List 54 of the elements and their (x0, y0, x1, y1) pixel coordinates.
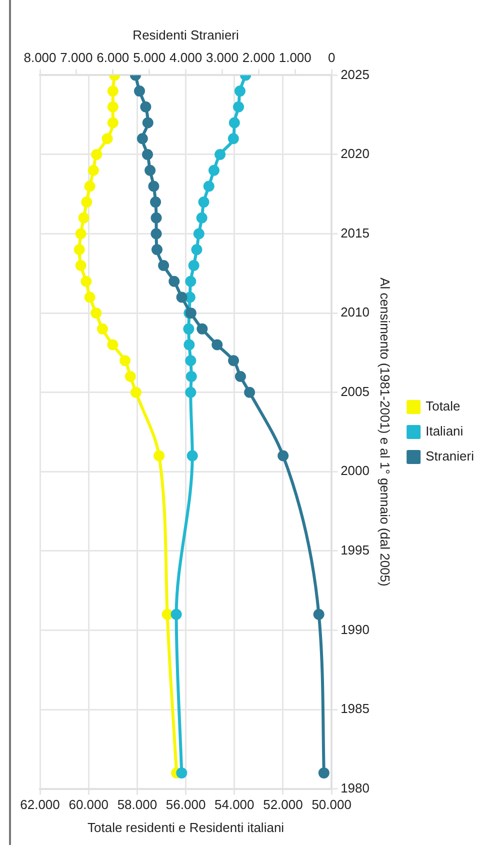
point (318, 767, 330, 778)
x-tick-label: 56.000 (166, 797, 206, 812)
point (278, 450, 289, 462)
point (144, 164, 156, 176)
point (148, 180, 160, 192)
point (140, 101, 152, 112)
x2-tick-label: 7.000 (60, 50, 93, 65)
x-tick-label: 58.000 (117, 797, 158, 812)
x2-tick-label: 3.000 (206, 50, 239, 65)
point (142, 148, 154, 160)
y-tick-label: 2025 (340, 66, 370, 82)
x-axis-title: Totale residenti e Residenti italiani (88, 820, 284, 835)
y-tick-label: 1985 (340, 701, 370, 716)
point (212, 339, 223, 350)
x2-tick-label: 4.000 (170, 50, 202, 65)
legend-label: Italiani (426, 424, 464, 439)
x2-tick-label: 0 (328, 50, 336, 65)
y-tick-label: 1980 (340, 780, 370, 796)
x2-tick-label: 2.000 (242, 50, 275, 65)
point (136, 133, 148, 144)
x-tick-label: 50.000 (312, 797, 352, 812)
point (228, 355, 240, 366)
point (150, 212, 162, 224)
point (134, 86, 145, 97)
y-tick-label: 2015 (340, 225, 370, 240)
point (150, 228, 162, 240)
point (196, 323, 208, 334)
point (150, 196, 162, 208)
point (142, 117, 154, 128)
y-tick-label: 2000 (340, 463, 370, 478)
point (244, 386, 256, 398)
y-tick-label: 1990 (340, 622, 370, 637)
point (158, 260, 170, 271)
y-tick-label: 2020 (340, 146, 370, 162)
point (313, 608, 324, 620)
y-tick-label: 1995 (340, 542, 370, 558)
y-axis-title: Al censimento (1981-2001) e al 1° gennaio (dal 2005) (378, 278, 393, 586)
x-tick-label: 62.000 (20, 797, 60, 812)
point (234, 371, 246, 382)
legend-label: Stranieri (426, 448, 474, 464)
point (151, 244, 162, 256)
point (168, 276, 180, 287)
x-tick-label: 54.000 (214, 797, 254, 812)
point (176, 292, 188, 303)
y-tick-label: 2005 (340, 384, 370, 399)
x-tick-label: 52.000 (263, 797, 303, 812)
y-tick-label: 2010 (340, 304, 370, 320)
x2-tick-label: 5.000 (133, 50, 166, 65)
x-tick-label: 60.000 (68, 797, 108, 812)
x2-axis-title: Residenti Stranieri (132, 27, 240, 42)
x2-tick-label: 6.000 (96, 50, 130, 65)
legend-label: Totale (426, 398, 460, 414)
x2-tick-label: 8.000 (24, 50, 56, 65)
x2-tick-label: 1.000 (278, 50, 312, 65)
